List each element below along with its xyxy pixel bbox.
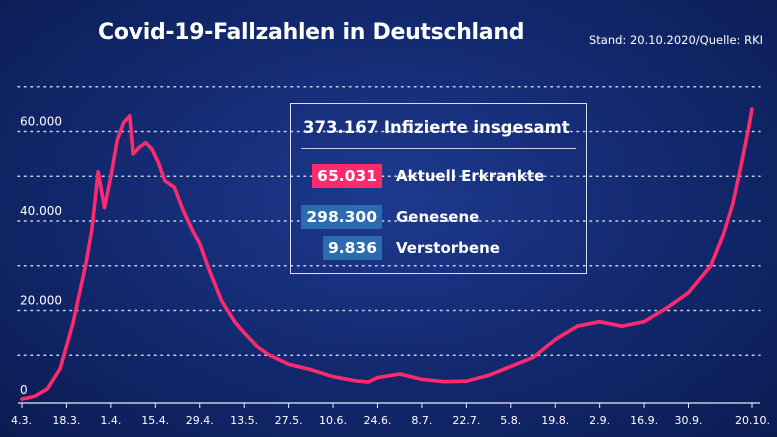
x-tick-label: 1.4. — [100, 414, 121, 427]
y-tick-label: 40.000 — [20, 204, 62, 218]
x-tick-label: 24.6. — [363, 414, 391, 427]
recovered-value: 298.300 — [301, 205, 382, 229]
x-tick-label: 15.4. — [141, 414, 169, 427]
x-tick-label: 4.3. — [11, 414, 32, 427]
chart-title: Covid-19-Fallzahlen in Deutschland — [98, 20, 525, 45]
stats-box: 373.167 Infizierte insgesamt 65.031 Aktu… — [290, 103, 587, 274]
x-tick-label: 22.7. — [452, 414, 480, 427]
deaths-value: 9.836 — [322, 236, 382, 260]
stat-row-active: 65.031 Aktuell Erkrankte — [291, 164, 586, 188]
chart-source: Stand: 20.10.2020/Quelle: RKI — [588, 33, 763, 47]
x-tick-label: 2.9. — [589, 414, 610, 427]
x-tick-label: 29.4. — [186, 414, 214, 427]
series-layer — [20, 107, 754, 401]
x-tick-label: 27.5. — [275, 414, 303, 427]
x-axis-ticks: 4.3. 18.3. 1.4. 15.4. 29.4. 13.5. 27.5. 10.6. 24… — [11, 402, 770, 427]
stat-row-deaths: 9.836 Verstorbene — [291, 236, 586, 260]
x-tick-label: 5.8. — [500, 414, 521, 427]
series-line-active-cases — [20, 107, 754, 401]
stats-divider — [301, 148, 576, 149]
active-cases-value: 65.031 — [312, 164, 382, 188]
gridlines — [17, 85, 761, 357]
x-tick-label: 10.6. — [319, 414, 347, 427]
stat-row-recovered: 298.300 Genesene — [291, 205, 586, 229]
x-tick-label: 30.9. — [675, 414, 703, 427]
x-tick-label: 19.8. — [541, 414, 569, 427]
x-tick-label: 18.3. — [52, 414, 80, 427]
stats-total: 373.167 Infizierte insgesamt — [303, 118, 570, 137]
y-axis-ticks: 0 20.000 40.000 60.000 — [20, 115, 62, 398]
x-tick-label: 16.9. — [630, 414, 658, 427]
recovered-label: Genesene — [396, 208, 480, 226]
x-tick-label: 8.7. — [411, 414, 432, 427]
deaths-label: Verstorbene — [396, 239, 500, 257]
x-tick-label: 20.10. — [735, 414, 770, 427]
y-tick-label: 20.000 — [20, 294, 62, 308]
y-tick-label: 0 — [20, 383, 28, 397]
x-tick-label: 13.5. — [230, 414, 258, 427]
y-tick-label: 60.000 — [20, 115, 62, 129]
active-cases-label: Aktuell Erkrankte — [396, 167, 545, 185]
